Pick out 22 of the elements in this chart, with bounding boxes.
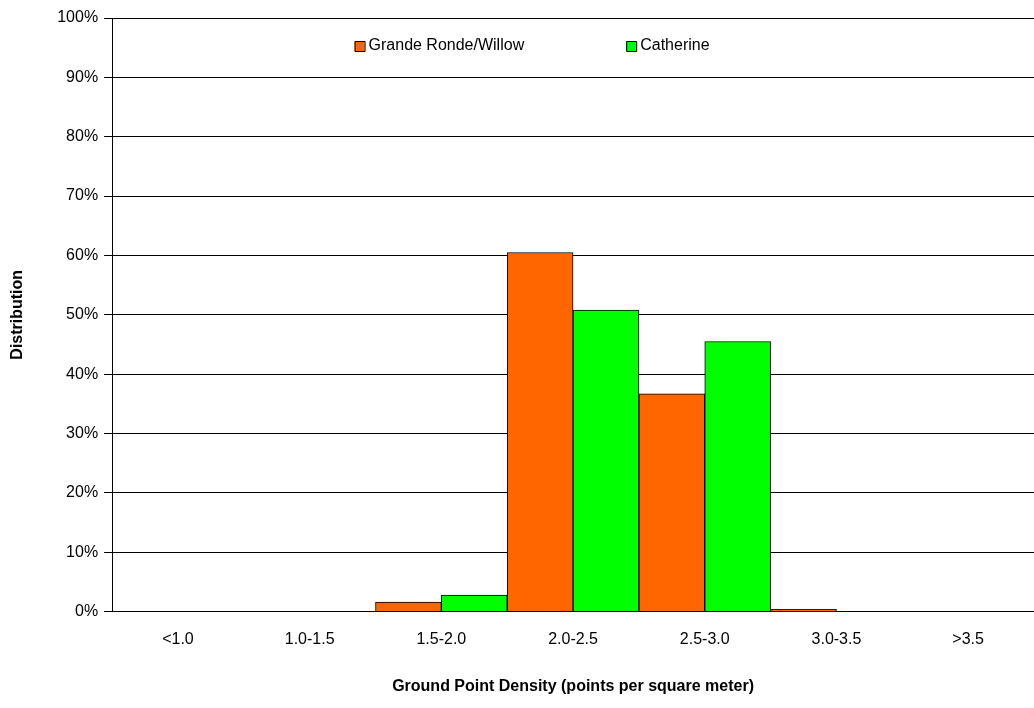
y-tick-label: 30%	[66, 423, 99, 441]
x-tick-label: 1.0-1.5	[284, 629, 335, 647]
y-tick-label: 40%	[66, 364, 99, 382]
y-tick-label: 0%	[75, 602, 99, 620]
y-tick-label: 50%	[66, 305, 99, 323]
x-tick-label: <1.0	[162, 629, 194, 647]
x-tick-label: 1.5-2.0	[416, 629, 467, 647]
y-tick-label: 60%	[66, 245, 99, 263]
y-tick-label: 70%	[66, 186, 99, 204]
legend-label: Catherine	[640, 36, 710, 54]
y-axis-title: Distribution	[8, 269, 26, 360]
y-tick-label: 80%	[66, 127, 99, 145]
x-tick-label: 2.0-2.5	[548, 629, 599, 647]
y-tick-label: 20%	[66, 483, 99, 501]
y-tick-label: 10%	[66, 542, 99, 560]
x-axis-title: Ground Point Density (points per square meter)	[392, 676, 754, 694]
x-tick-label: 3.0-3.5	[811, 629, 862, 647]
x-tick-label: >3.5	[952, 629, 985, 647]
y-tick-label: 90%	[66, 67, 99, 85]
legend-label: Grande Ronde/Willow	[368, 36, 525, 54]
y-tick-label: 100%	[57, 8, 99, 26]
x-tick-label: 2.5-3.0	[679, 629, 730, 647]
